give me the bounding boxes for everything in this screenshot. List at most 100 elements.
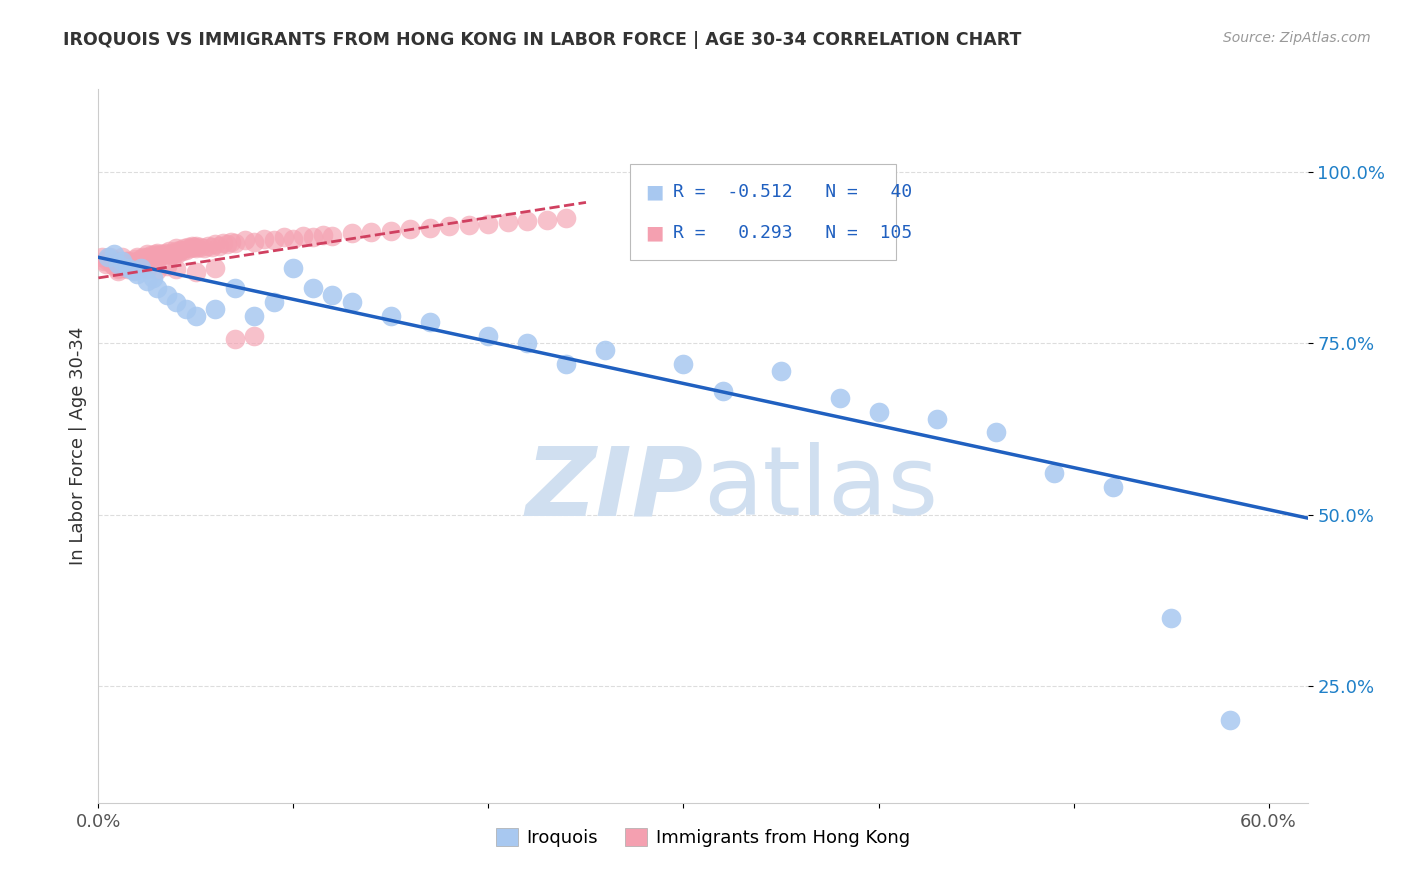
Point [292,229,315,244]
Point [163,247,186,261]
Point [107,257,129,271]
Point [162,245,184,260]
Point [136,250,159,264]
Legend: Iroquois, Immigrants from Hong Kong: Iroquois, Immigrants from Hong Kong [489,821,917,855]
Point [672,357,695,371]
Point [107,257,129,271]
Point [925,411,948,425]
Point [165,262,187,277]
Point [439,219,461,234]
Point [111,257,134,271]
Point [496,215,519,229]
Point [146,263,169,277]
Point [183,240,205,254]
Point [117,257,139,271]
Text: ■: ■ [645,224,664,243]
Point [103,259,125,273]
Point [117,253,139,268]
Point [117,260,139,275]
Point [97,253,120,268]
Point [152,248,174,262]
Point [1043,467,1066,481]
Point [97,250,120,264]
Point [243,329,266,343]
Point [96,257,118,271]
Text: IROQUOIS VS IMMIGRANTS FROM HONG KONG IN LABOR FORCE | AGE 30-34 CORRELATION CHA: IROQUOIS VS IMMIGRANTS FROM HONG KONG IN… [63,31,1022,49]
Point [204,236,226,251]
Point [122,264,145,278]
Point [128,255,150,269]
Point [828,391,851,405]
Text: atlas: atlas [703,442,938,535]
Point [516,336,538,351]
Point [984,425,1007,440]
Point [263,233,285,247]
Point [139,248,162,262]
Point [380,223,402,237]
Point [156,288,179,302]
Point [107,253,129,268]
Point [165,244,187,259]
Point [458,218,481,232]
FancyBboxPatch shape [630,164,897,260]
Point [148,250,170,264]
Point [224,235,246,250]
Point [169,243,191,257]
Point [172,244,194,259]
Point [243,309,266,323]
Point [112,260,135,275]
Point [595,343,617,357]
Point [184,309,207,323]
Point [111,253,134,268]
Point [283,232,305,246]
Point [174,243,197,257]
Point [173,241,195,255]
Point [200,240,222,254]
Point [321,288,343,302]
Point [103,247,125,261]
Point [340,227,363,241]
Point [321,229,343,244]
Point [184,241,207,255]
Point [131,252,153,267]
Point [536,212,558,227]
Point [312,227,335,242]
Point [146,281,169,295]
Point [127,250,149,264]
Point [156,259,179,273]
Point [419,316,441,330]
Point [118,259,141,273]
Point [243,235,266,249]
Point [197,238,219,252]
Point [146,245,169,260]
Point [136,247,159,261]
Point [360,225,382,239]
Point [107,262,129,277]
Point [91,250,114,264]
Text: R =  -0.512   N =   40: R = -0.512 N = 40 [672,183,912,201]
Point [477,329,499,343]
Point [217,237,239,252]
Point [555,211,578,226]
Point [212,235,235,250]
Point [138,252,160,267]
Point [188,240,211,254]
Point [93,253,115,268]
Point [711,384,734,398]
Y-axis label: In Labor Force | Age 30-34: In Labor Force | Age 30-34 [69,326,87,566]
Point [1101,480,1123,494]
Point [122,258,145,272]
Point [224,281,246,295]
Point [124,252,146,267]
Point [174,301,197,316]
Point [132,250,155,264]
Point [159,248,181,262]
Point [127,253,149,268]
Point [181,238,204,252]
Point [184,265,207,279]
Point [165,294,187,309]
Point [121,255,143,269]
Text: ZIP: ZIP [524,442,703,535]
Point [273,230,295,244]
Text: Source: ZipAtlas.com: Source: ZipAtlas.com [1223,31,1371,45]
